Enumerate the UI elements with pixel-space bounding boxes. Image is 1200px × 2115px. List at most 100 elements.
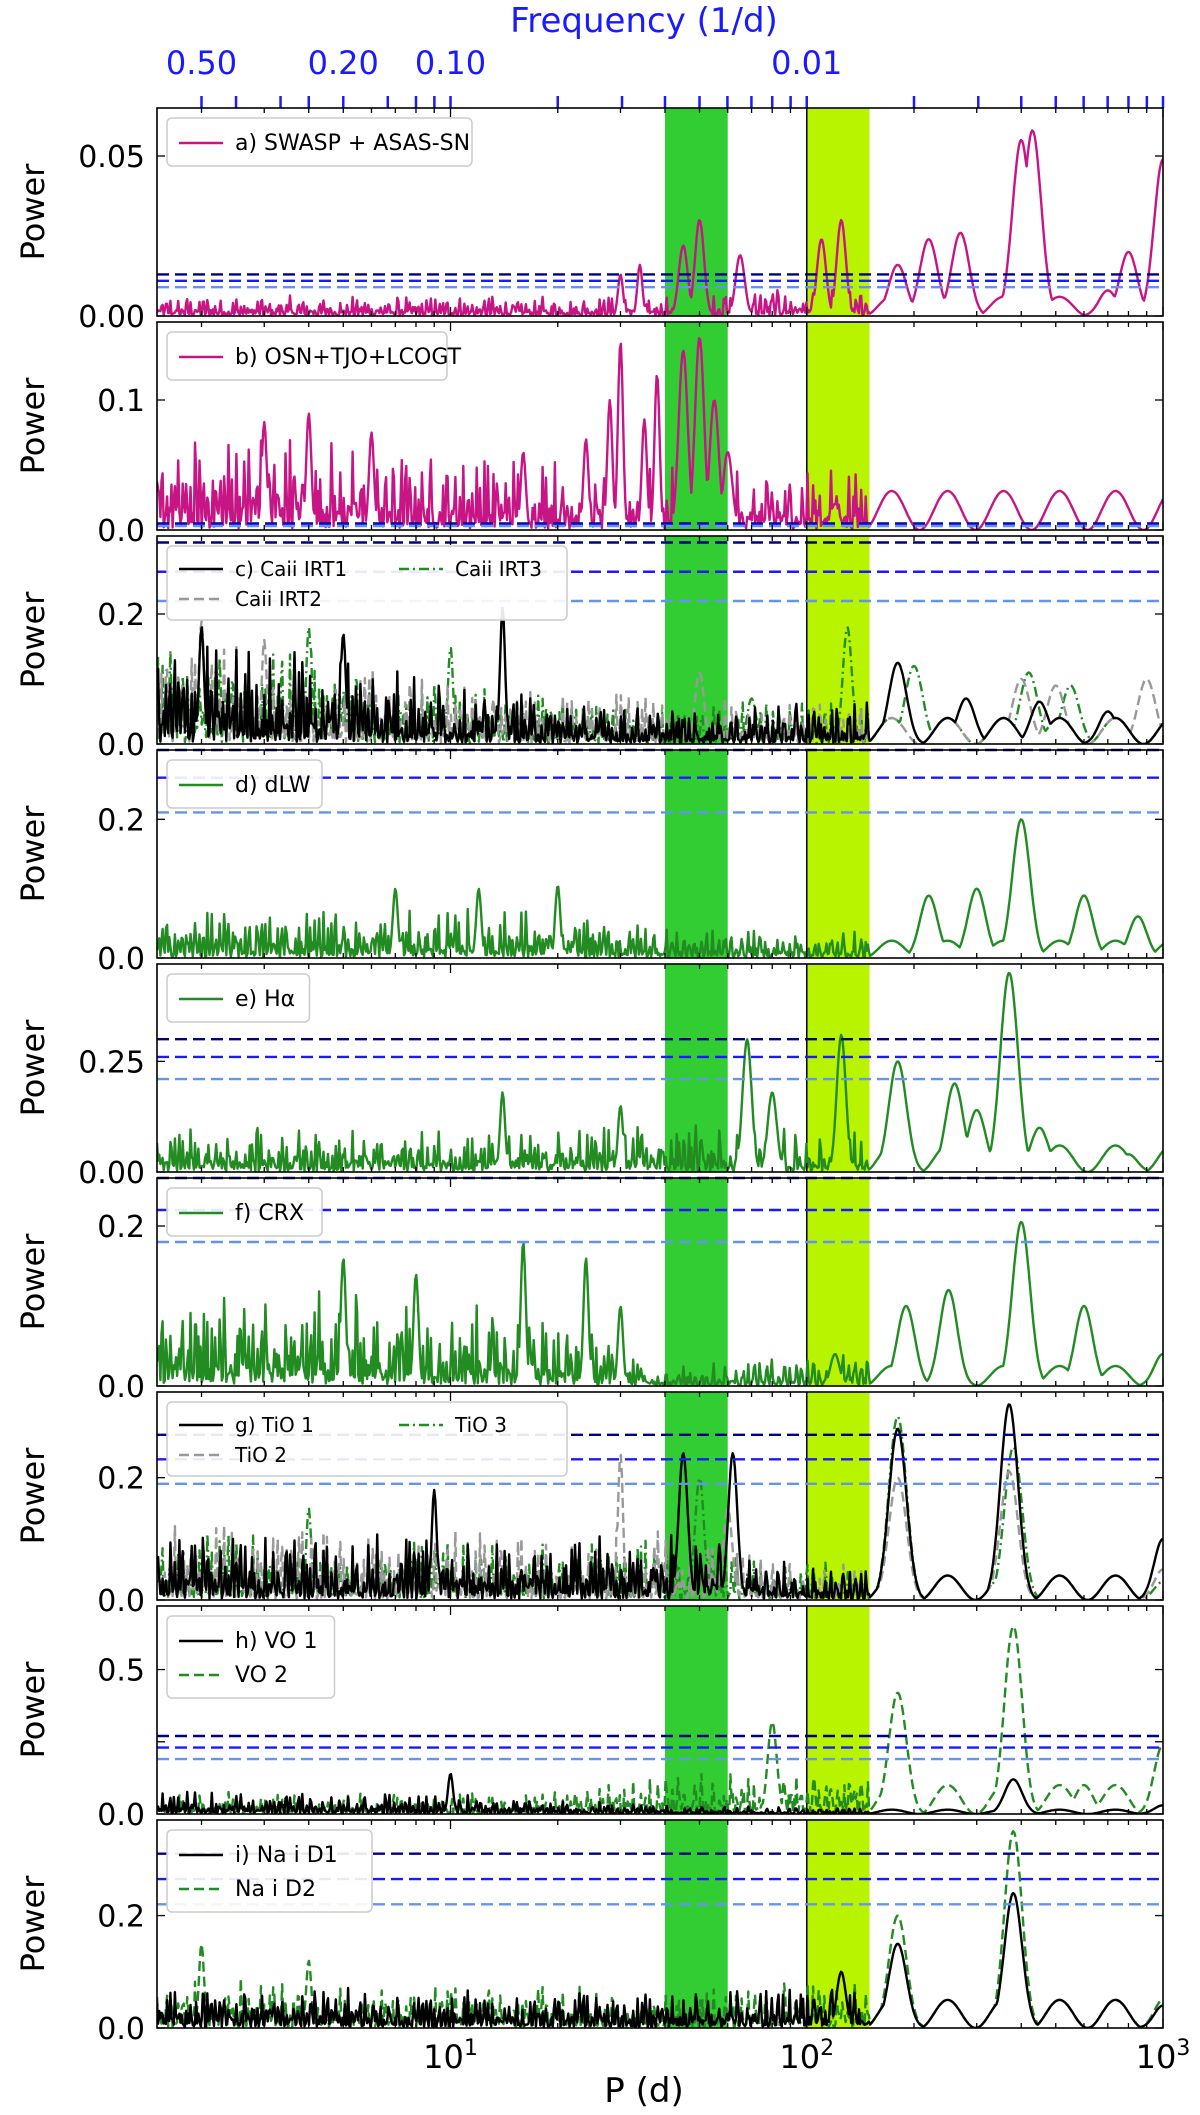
legend-box — [166, 331, 448, 381]
panel-frame — [156, 535, 1164, 745]
y-axis-label: Power — [14, 1661, 52, 1759]
y-axis-label: Power — [14, 805, 52, 903]
legend: h) VO 1 VO 2 — [166, 1615, 336, 1699]
x-axis-label: P (d) — [604, 2071, 683, 2111]
y-tick-label: 0.25 — [78, 1045, 145, 1080]
shaded-band — [664, 750, 728, 958]
shaded-band — [806, 1392, 870, 1600]
panel-a: 0.00 0.05 Power a) SWASP + ASAS-SN — [14, 107, 1164, 335]
legend-box — [166, 1829, 373, 1913]
top-axis-tick-label: 0.01 — [771, 44, 842, 82]
legend-label: Na i D2 — [235, 1877, 316, 1902]
y-tick-label: 0.2 — [97, 1462, 145, 1497]
legend-label: i) Na i D1 — [235, 1843, 338, 1868]
legend-box — [166, 1187, 323, 1237]
legend-label: a) SWASP + ASAS-SN — [235, 131, 470, 156]
legend-box — [166, 1615, 336, 1699]
legend-label: h) VO 1 — [235, 1629, 318, 1654]
y-tick-label: 0.5 — [97, 1654, 145, 1689]
panel-frame — [156, 1391, 1164, 1601]
series-line — [157, 1220, 1163, 1386]
shaded-band — [664, 1606, 728, 1814]
legend-label: TiO 3 — [454, 1413, 507, 1437]
panel-frame — [156, 1177, 1164, 1387]
legend: g) TiO 1 TiO 2 TiO 3 — [166, 1401, 568, 1477]
top-axis-label: Frequency (1/d) — [510, 1, 778, 41]
y-axis-label: Power — [14, 377, 52, 475]
legend-label: VO 2 — [235, 1663, 288, 1688]
y-tick-label: 0.00 — [78, 300, 145, 335]
bottom-period-axis: P (d) 101 102 103 — [423, 2036, 1190, 2111]
legend: i) Na i D1 Na i D2 — [166, 1829, 373, 1913]
series-line — [157, 337, 1163, 530]
legend: e) Hα — [166, 973, 311, 1023]
panel-b: 0.0 0.1 Power b) OSN+TJO+LCOGT — [14, 321, 1164, 549]
shaded-band — [664, 108, 728, 316]
panel-frame — [156, 1605, 1164, 1815]
legend: f) CRX — [166, 1187, 323, 1237]
y-axis-label: Power — [14, 1447, 52, 1545]
shaded-band — [806, 1606, 870, 1814]
y-tick-label: 0.0 — [97, 1370, 145, 1405]
y-axis-label: Power — [14, 591, 52, 689]
legend-label: TiO 2 — [234, 1443, 287, 1467]
series-line — [157, 1891, 1163, 2028]
x-tick-exponent: 3 — [1176, 2036, 1190, 2061]
x-tick-label: 101 — [423, 2036, 478, 2076]
y-tick-label: 0.0 — [97, 514, 145, 549]
y-axis-label: Power — [14, 1233, 52, 1331]
y-tick-label: 0.2 — [97, 598, 145, 633]
legend-label: e) Hα — [235, 987, 295, 1012]
panel-h: 0.0 0.5 Power h) VO 1 VO 2 — [14, 1605, 1164, 1833]
y-axis-label: Power — [14, 1875, 52, 1973]
shaded-band — [806, 750, 870, 958]
y-tick-label: 0.05 — [78, 140, 145, 175]
y-tick-label: 0.2 — [97, 1210, 145, 1245]
top-axis-tick-label: 0.20 — [308, 44, 379, 82]
legend-box — [166, 1401, 568, 1477]
shaded-band — [806, 1178, 870, 1386]
legend-box — [166, 759, 323, 809]
y-tick-label: 0.0 — [97, 1584, 145, 1619]
legend-box — [166, 973, 311, 1023]
shaded-band — [664, 1178, 728, 1386]
y-axis-label: Power — [14, 1019, 52, 1117]
x-tick-exponent: 2 — [820, 2036, 834, 2061]
series-line — [157, 971, 1163, 1172]
y-tick-label: 0.00 — [78, 1156, 145, 1191]
panel-frame — [156, 963, 1164, 1173]
legend-label: c) Caii IRT1 — [235, 557, 347, 581]
panel-e: 0.00 0.25 Power e) Hα — [14, 963, 1164, 1191]
panel-f: 0.0 0.2 Power f) CRX — [14, 1176, 1164, 1405]
series-line — [157, 1453, 1163, 1600]
x-tick-label: 103 — [1136, 2036, 1191, 2076]
legend: d) dLW — [166, 759, 323, 809]
legend-label: Caii IRT3 — [455, 557, 542, 581]
legend-label: Caii IRT2 — [235, 587, 322, 611]
panel-i: 0.0 0.2 Power i) Na i D1 Na i D2 — [14, 1819, 1164, 2047]
shaded-band — [806, 322, 870, 530]
panel-c: 0.0 0.2 Power c) Caii IRT1 Caii IRT2 Caii IRT… — [14, 535, 1164, 763]
y-tick-label: 0.2 — [97, 1900, 145, 1935]
series-line — [157, 818, 1163, 958]
panel-frame — [156, 1819, 1164, 2029]
legend-box — [166, 545, 568, 621]
legend: b) OSN+TJO+LCOGT — [166, 331, 462, 381]
x-tick-label: 102 — [779, 2036, 834, 2076]
panel-d: 0.0 0.2 Power d) dLW — [14, 748, 1164, 977]
y-tick-label: 0.2 — [97, 803, 145, 838]
top-frequency-axis: Frequency (1/d) 0.50 0.20 0.10 0.01 — [166, 1, 1165, 108]
x-tick-exponent: 1 — [464, 2036, 478, 2061]
y-tick-label: 0.1 — [97, 384, 145, 419]
legend-label: b) OSN+TJO+LCOGT — [235, 345, 462, 370]
legend-label: f) CRX — [235, 1201, 304, 1226]
panels: 0.00 0.05 Power a) SWASP + ASAS-SN 0.0 0.1 Pow… — [14, 107, 1164, 2047]
legend: a) SWASP + ASAS-SN — [166, 117, 473, 167]
panel-frame — [156, 321, 1164, 531]
y-tick-label: 0.0 — [97, 728, 145, 763]
y-tick-label: 0.0 — [97, 2012, 145, 2047]
legend-label: g) TiO 1 — [235, 1413, 314, 1437]
panel-g: 0.0 0.2 Power g) TiO 1 TiO 2 TiO 3 — [14, 1391, 1164, 1619]
y-tick-label: 0.0 — [97, 1798, 145, 1833]
